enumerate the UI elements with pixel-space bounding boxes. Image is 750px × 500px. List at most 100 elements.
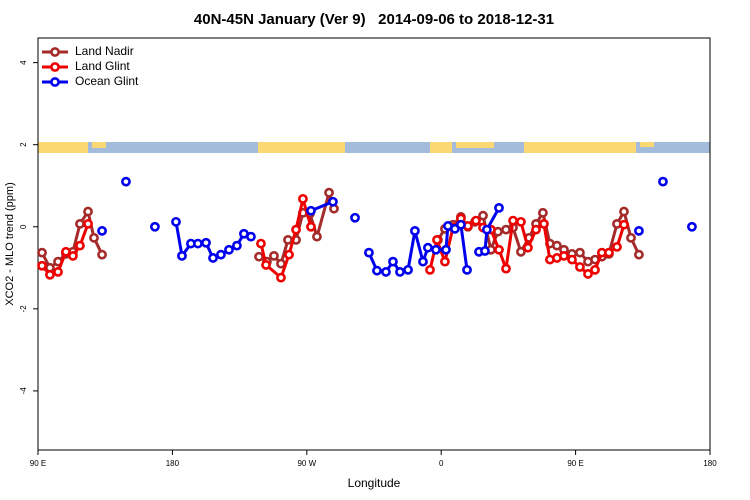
x-tick-label: 0 xyxy=(439,459,444,468)
data-point xyxy=(177,251,187,261)
data-point xyxy=(604,247,614,258)
data-point xyxy=(501,263,511,274)
data-point xyxy=(193,238,203,249)
data-point xyxy=(481,224,492,235)
data-point xyxy=(89,232,99,243)
data-point xyxy=(583,269,593,279)
data-point xyxy=(619,206,629,217)
x-tick-label: 90 W xyxy=(297,459,316,468)
data-point xyxy=(328,196,338,207)
chart-title: 40N-45N January (Ver 9) 2014-09-06 to 20… xyxy=(194,11,554,28)
legend-marker xyxy=(50,62,60,72)
data-point xyxy=(53,267,63,277)
data-point xyxy=(208,253,218,263)
data-point xyxy=(552,240,562,251)
data-point xyxy=(456,219,466,230)
data-point xyxy=(232,240,242,251)
data-point xyxy=(575,262,585,272)
data-point xyxy=(559,251,569,261)
data-point xyxy=(431,244,441,255)
x-axis-label: Longitude xyxy=(348,476,401,490)
data-point xyxy=(478,210,488,221)
data-point xyxy=(75,218,85,229)
y-tick-label: 4 xyxy=(19,60,28,65)
data-point xyxy=(150,221,160,232)
data-point xyxy=(516,216,526,227)
data-point xyxy=(83,206,93,217)
data-point xyxy=(441,244,451,255)
data-point xyxy=(494,202,504,213)
x-tick-label: 90 E xyxy=(567,459,583,468)
data-point xyxy=(171,216,181,227)
data-point xyxy=(462,264,472,275)
data-point xyxy=(410,225,420,236)
data-point xyxy=(423,242,433,253)
data-point xyxy=(216,249,226,260)
y-axis-label: XCO2 - MLO trend (ppm) xyxy=(4,182,16,305)
data-point xyxy=(480,246,490,256)
data-point xyxy=(590,264,600,275)
x-tick-label: 90 E xyxy=(30,459,46,468)
data-point xyxy=(425,264,435,275)
data-point xyxy=(388,256,398,267)
data-point xyxy=(68,251,78,261)
data-point xyxy=(350,212,360,223)
data-point xyxy=(440,256,450,267)
data-point xyxy=(224,244,234,255)
data-point xyxy=(634,225,644,236)
data-point xyxy=(364,247,374,258)
data-point xyxy=(37,260,47,271)
data-point xyxy=(626,232,636,243)
y-tick-label: 0 xyxy=(19,224,28,229)
land-mask xyxy=(38,142,710,153)
data-point xyxy=(612,241,622,252)
y-tick-label: -2 xyxy=(19,305,28,313)
data-point xyxy=(494,244,504,255)
data-point xyxy=(395,267,405,277)
data-point xyxy=(254,251,264,262)
data-point xyxy=(537,207,548,218)
data-point xyxy=(276,272,286,283)
series xyxy=(97,176,697,277)
data-point xyxy=(97,249,107,260)
data-point xyxy=(372,265,382,276)
data-point xyxy=(261,260,271,270)
legend-label: Ocean Glint xyxy=(75,74,139,88)
x-tick-label: 180 xyxy=(166,459,180,468)
data-point xyxy=(471,215,481,226)
legend-label: Land Nadir xyxy=(75,44,134,58)
data-point xyxy=(283,234,293,245)
data-point xyxy=(201,237,211,248)
data-point xyxy=(634,249,644,260)
legend-label: Land Glint xyxy=(75,59,130,73)
data-point xyxy=(567,254,577,265)
y-tick-label: 2 xyxy=(19,142,28,147)
data-point xyxy=(432,234,442,245)
data-point xyxy=(324,187,334,198)
data-point xyxy=(83,218,93,229)
legend-marker xyxy=(50,47,60,57)
data-point xyxy=(658,176,668,187)
data-point xyxy=(45,269,55,280)
data-point xyxy=(312,231,322,242)
data-point xyxy=(687,221,697,232)
data-point xyxy=(418,256,428,267)
data-point xyxy=(306,221,316,232)
data-point xyxy=(381,267,391,277)
y-tick-label: -4 xyxy=(19,387,28,395)
data-point xyxy=(75,240,85,251)
data-point xyxy=(291,224,301,235)
data-point xyxy=(508,215,518,226)
data-point xyxy=(523,242,533,253)
data-point xyxy=(269,251,279,261)
data-point xyxy=(516,246,526,257)
data-point xyxy=(403,264,413,275)
data-point xyxy=(298,193,308,204)
data-point xyxy=(619,219,629,230)
data-point xyxy=(306,205,316,216)
data-point xyxy=(531,224,541,235)
data-point xyxy=(284,249,294,260)
data-point xyxy=(37,247,47,258)
data-point xyxy=(97,225,107,236)
